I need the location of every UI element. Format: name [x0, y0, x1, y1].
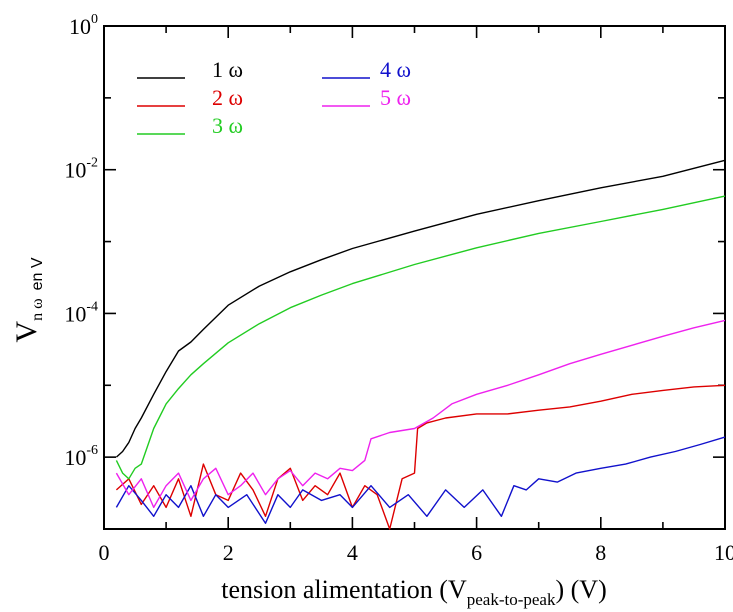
series-line-2	[115, 384, 726, 530]
series-line-4	[115, 436, 726, 524]
x-axis-label: tension alimentation (Vpeak-to-peak) (V)	[221, 575, 607, 609]
x-tick-labels: 0 2 4 6 8 10	[99, 540, 733, 565]
x-tick-label: 0	[99, 540, 110, 565]
x-tick-label: 6	[471, 540, 482, 565]
y-axis-label: Vn ωen V	[10, 257, 46, 342]
y-tick-label: 10-6	[64, 443, 98, 470]
y-tick-label: 10-4	[64, 299, 98, 326]
y-tick-labels: 100 10-2 10-4 10-6	[64, 12, 98, 470]
legend-label: 4 ω	[380, 57, 411, 82]
series-line-1	[115, 159, 726, 458]
y-tick-label: 100	[69, 12, 98, 39]
x-tick-label: 2	[223, 540, 234, 565]
legend-label: 2 ω	[212, 85, 243, 110]
y-tick-label: 10-2	[64, 156, 98, 183]
legend-label: 3 ω	[212, 113, 243, 138]
axis-ticks	[103, 25, 726, 530]
plot-area	[103, 25, 726, 530]
series-line-3	[115, 195, 726, 480]
x-tick-label: 8	[595, 540, 606, 565]
x-tick-label: 10	[714, 540, 733, 565]
legend-label: 1 ω	[212, 57, 243, 82]
legend-label: 5 ω	[380, 85, 411, 110]
x-tick-label: 4	[347, 540, 358, 565]
legend: 1 ω 2 ω 3 ω 4 ω 5 ω	[137, 57, 411, 138]
plot-frame	[103, 25, 726, 530]
series-line-5	[115, 319, 726, 509]
series-lines	[115, 159, 726, 530]
